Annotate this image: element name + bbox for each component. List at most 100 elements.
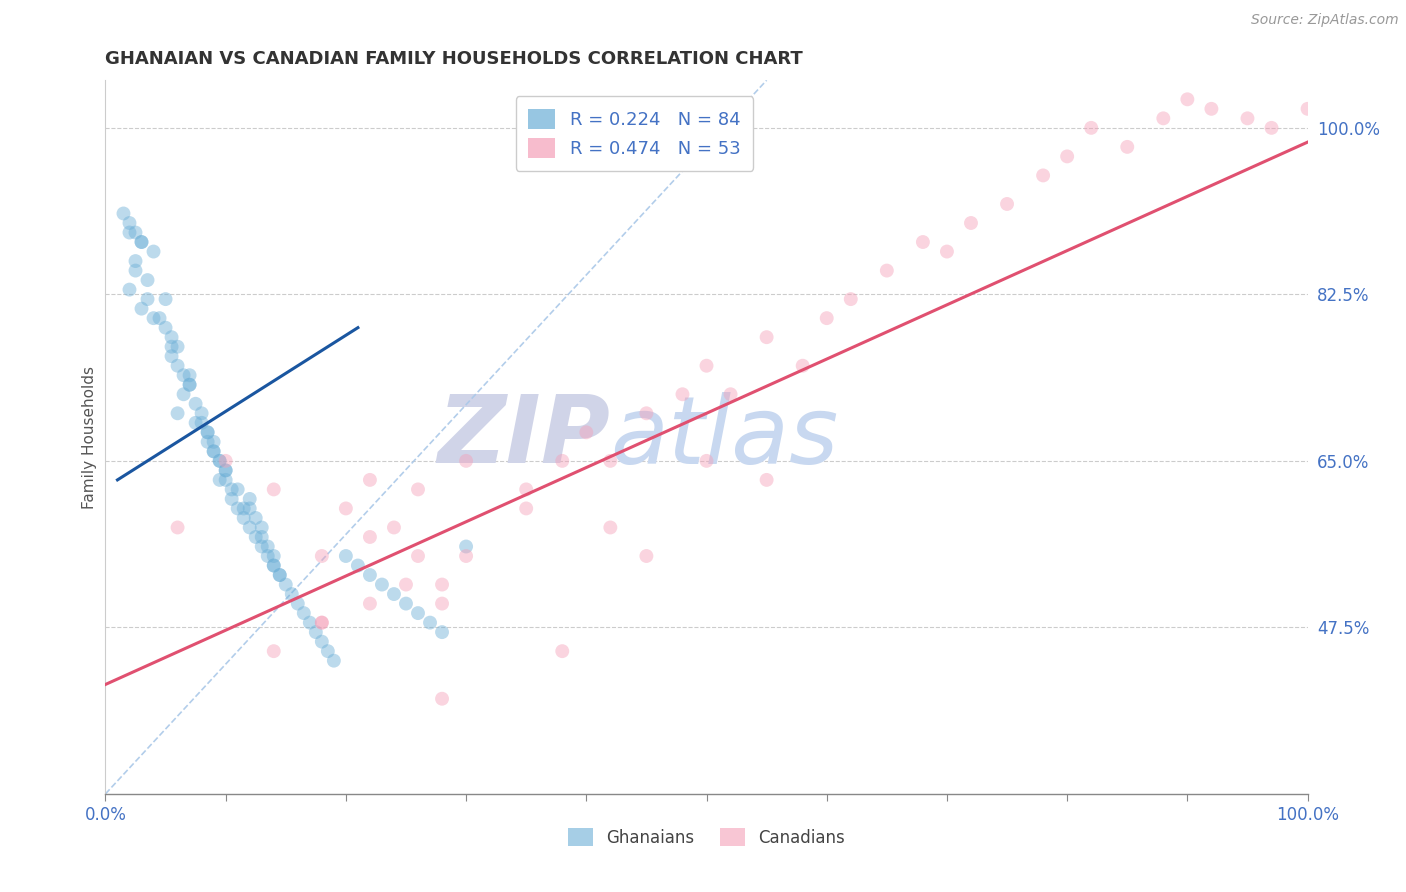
Point xyxy=(226,483,249,497)
Point xyxy=(430,577,453,591)
Point xyxy=(142,311,165,326)
Point xyxy=(197,434,219,449)
Point xyxy=(382,520,405,534)
Point xyxy=(347,558,370,573)
Point xyxy=(1056,149,1078,163)
Point xyxy=(202,444,225,458)
Point xyxy=(160,330,183,344)
Point xyxy=(179,377,201,392)
Point xyxy=(454,540,477,554)
Point xyxy=(454,454,477,468)
Point xyxy=(136,292,159,306)
Point xyxy=(263,558,285,573)
Point xyxy=(166,406,188,420)
Point xyxy=(335,501,357,516)
Point xyxy=(208,473,231,487)
Point xyxy=(815,311,838,326)
Text: ZIP: ZIP xyxy=(437,391,610,483)
Point xyxy=(239,491,262,506)
Point xyxy=(256,549,278,563)
Point xyxy=(274,577,297,591)
Point xyxy=(124,226,146,240)
Point xyxy=(1152,112,1174,126)
Point xyxy=(190,406,212,420)
Point xyxy=(287,597,309,611)
Point xyxy=(382,587,405,601)
Point xyxy=(359,568,381,582)
Point xyxy=(696,359,718,373)
Point xyxy=(720,387,742,401)
Point xyxy=(160,349,183,363)
Point xyxy=(406,549,429,563)
Point xyxy=(575,425,598,440)
Point xyxy=(263,558,285,573)
Point xyxy=(371,577,394,591)
Point xyxy=(322,654,344,668)
Point xyxy=(515,483,537,497)
Point xyxy=(148,311,170,326)
Point xyxy=(316,644,339,658)
Point xyxy=(256,540,278,554)
Point xyxy=(406,606,429,620)
Point xyxy=(184,416,207,430)
Point xyxy=(214,473,236,487)
Text: Source: ZipAtlas.com: Source: ZipAtlas.com xyxy=(1251,13,1399,28)
Point xyxy=(118,283,141,297)
Point xyxy=(263,483,285,497)
Point xyxy=(214,463,236,477)
Point xyxy=(239,520,262,534)
Point xyxy=(839,292,862,306)
Point xyxy=(160,340,183,354)
Point xyxy=(995,197,1018,211)
Point xyxy=(118,216,141,230)
Text: GHANAIAN VS CANADIAN FAMILY HOUSEHOLDS CORRELATION CHART: GHANAIAN VS CANADIAN FAMILY HOUSEHOLDS C… xyxy=(105,50,803,68)
Point xyxy=(202,444,225,458)
Point xyxy=(1236,112,1258,126)
Point xyxy=(599,454,621,468)
Point xyxy=(281,587,304,601)
Point xyxy=(166,340,188,354)
Point xyxy=(214,454,236,468)
Point xyxy=(136,273,159,287)
Point xyxy=(124,263,146,277)
Point xyxy=(636,549,658,563)
Point xyxy=(359,530,381,544)
Point xyxy=(311,615,333,630)
Point xyxy=(173,368,195,383)
Point xyxy=(430,597,453,611)
Point xyxy=(245,511,267,525)
Point xyxy=(305,625,328,640)
Point xyxy=(142,244,165,259)
Point xyxy=(406,483,429,497)
Point xyxy=(395,597,418,611)
Point xyxy=(936,244,959,259)
Point xyxy=(197,425,219,440)
Point xyxy=(430,691,453,706)
Point xyxy=(221,483,243,497)
Point xyxy=(208,454,231,468)
Point xyxy=(755,330,778,344)
Point xyxy=(311,634,333,648)
Point xyxy=(430,625,453,640)
Point xyxy=(214,463,236,477)
Point xyxy=(179,377,201,392)
Point xyxy=(311,549,333,563)
Point xyxy=(184,397,207,411)
Legend: Ghanaians, Canadians: Ghanaians, Canadians xyxy=(561,822,852,854)
Point xyxy=(155,320,177,334)
Point xyxy=(1116,140,1139,154)
Point xyxy=(263,644,285,658)
Point xyxy=(911,235,934,249)
Point xyxy=(419,615,441,630)
Point xyxy=(250,530,273,544)
Point xyxy=(250,540,273,554)
Point xyxy=(112,206,135,220)
Point xyxy=(208,454,231,468)
Point xyxy=(1201,102,1223,116)
Point xyxy=(190,416,212,430)
Point xyxy=(232,501,254,516)
Point xyxy=(124,254,146,268)
Point xyxy=(202,434,225,449)
Y-axis label: Family Households: Family Households xyxy=(82,366,97,508)
Point xyxy=(359,473,381,487)
